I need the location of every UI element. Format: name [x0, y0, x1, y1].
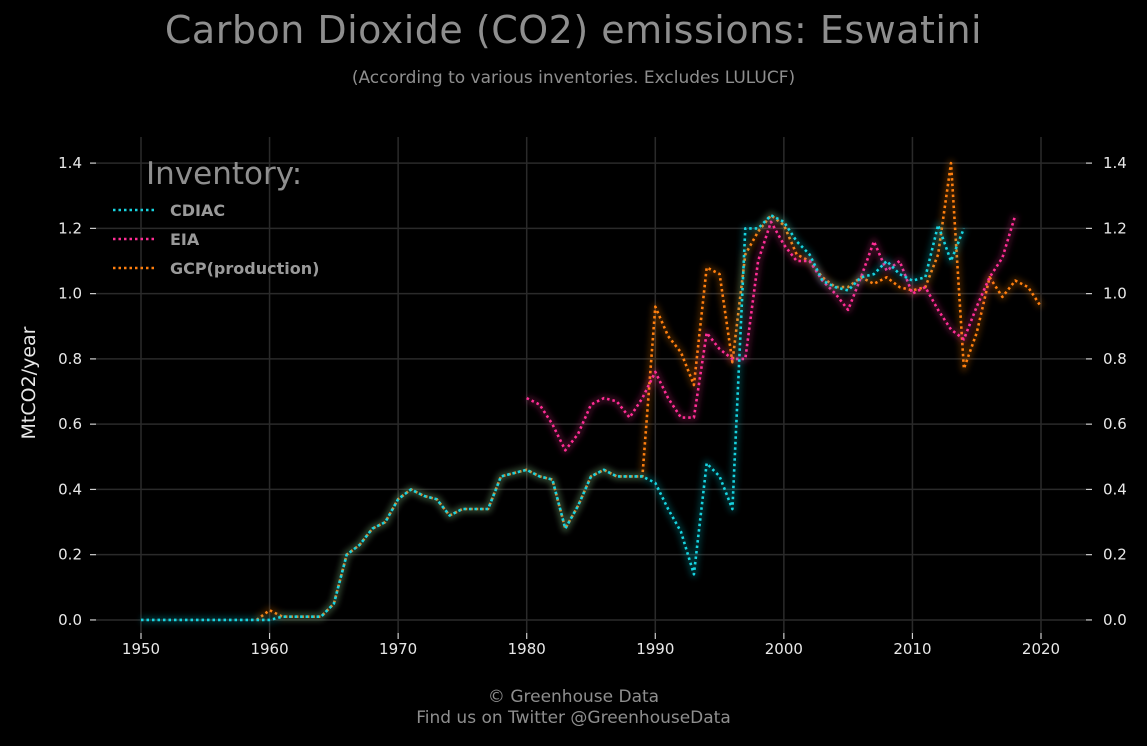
x-tick-label: 2010: [893, 640, 931, 658]
grid: [96, 137, 1086, 633]
x-tick-label: 1990: [636, 640, 674, 658]
y-tick-label-right: 0.6: [1103, 415, 1127, 433]
y-tick-label-right: 1.2: [1103, 219, 1127, 237]
y-tick-label-right: 0.2: [1103, 546, 1127, 564]
y-tick-label-right: 0.8: [1103, 350, 1127, 368]
legend-label-eia: EIA: [170, 230, 200, 249]
chart-title: Carbon Dioxide (CO2) emissions: Eswatini: [164, 8, 983, 52]
series-line-eia: [526, 214, 1017, 452]
y-axis-label: MtCO2/year: [18, 326, 40, 439]
legend-label-gcp-production: GCP(production): [170, 259, 319, 278]
x-tick-label: 2000: [765, 640, 803, 658]
x-tick-label: 1980: [508, 640, 546, 658]
axes: 1950 1960 1970 1980 1990 2000 2010 2020 0.0 0.0 0.…: [58, 154, 1127, 658]
x-tick-label: 1960: [250, 640, 288, 658]
y-tick-label-left: 0.0: [58, 611, 82, 629]
y-tick-label-left: 0.2: [58, 546, 82, 564]
y-tick-label-left: 0.6: [58, 415, 82, 433]
legend-label-cdiac: CDIAC: [170, 201, 225, 220]
y-tick-label-left: 0.8: [58, 350, 82, 368]
y-tick-label-right: 1.4: [1103, 154, 1127, 172]
series-group: [141, 159, 1044, 624]
footer-twitter: Find us on Twitter @GreenhouseData: [416, 708, 731, 728]
chart-subtitle: (According to various inventories. Exclu…: [351, 68, 796, 88]
y-tick-label-left: 1.0: [58, 285, 82, 303]
y-tick-label-right: 0.4: [1103, 480, 1127, 498]
x-tick-label: 1970: [379, 640, 417, 658]
x-tick-label: 2020: [1022, 640, 1060, 658]
legend: Inventory: CDIAC EIA GCP(production): [113, 156, 319, 278]
legend-title: Inventory:: [146, 156, 302, 192]
series-line-cdiac: [141, 214, 966, 622]
footer-copyright: © Greenhouse Data: [487, 687, 660, 707]
y-tick-label-right: 1.0: [1103, 285, 1127, 303]
y-tick-label-right: 0.0: [1103, 611, 1127, 629]
y-tick-label-left: 1.4: [58, 154, 82, 172]
y-tick-label-left: 0.4: [58, 480, 82, 498]
x-tick-label: 1950: [122, 640, 160, 658]
y-tick-label-left: 1.2: [58, 219, 82, 237]
